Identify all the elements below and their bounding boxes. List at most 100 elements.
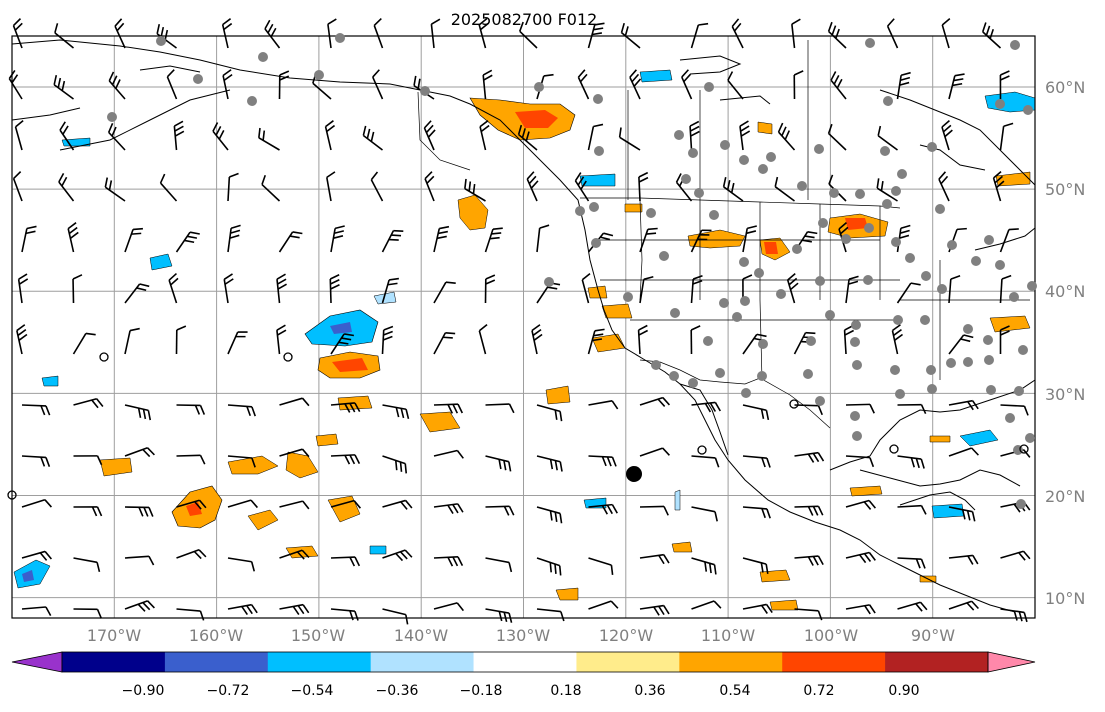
lon-label-150w: 150°W — [290, 626, 346, 645]
wind-barb — [588, 503, 618, 515]
colorbar-tick-label: −0.72 — [206, 683, 250, 699]
station-dot — [688, 148, 698, 158]
station-dot — [806, 336, 816, 346]
wind-barb — [536, 455, 563, 472]
wind-barb — [21, 498, 53, 508]
colorbar-segment — [62, 652, 166, 672]
wind-barb — [485, 557, 513, 573]
wind-barb — [72, 274, 83, 304]
wind-barb — [876, 178, 898, 202]
station-dot — [593, 94, 603, 104]
station-dot — [935, 204, 945, 214]
wind-barb — [464, 178, 486, 202]
wind-barb — [14, 119, 24, 151]
wind-barb — [176, 549, 207, 560]
station-dot — [758, 339, 768, 349]
wind-barb — [433, 449, 464, 459]
station-dot — [107, 112, 117, 122]
wind-barb — [588, 600, 619, 610]
wind-barb — [742, 455, 771, 468]
colorbar-tick-label: 0.36 — [634, 683, 666, 699]
station-dots — [107, 33, 1037, 509]
wind-barb — [519, 21, 538, 49]
wind-barb — [59, 121, 75, 151]
wind-barb — [941, 119, 953, 151]
wind-barb — [73, 557, 101, 573]
colorbar-segment — [473, 652, 577, 672]
colorbar-segment — [164, 652, 269, 672]
wind-barb — [588, 455, 617, 467]
station-dot — [891, 237, 901, 247]
station-dot — [704, 82, 714, 92]
wind-barb — [999, 274, 1012, 304]
station-dot — [703, 336, 713, 346]
wind-barb — [574, 172, 590, 202]
wind-barb — [897, 557, 926, 569]
wind-barb — [639, 505, 669, 516]
station-dot — [841, 234, 851, 244]
lat-label-30n: 30°N — [1045, 385, 1086, 404]
station-dot — [963, 324, 973, 334]
wind-barb — [618, 127, 641, 151]
wind-barb — [691, 557, 717, 575]
station-dot — [575, 206, 585, 216]
station-dot — [758, 164, 768, 174]
wind-barb — [330, 402, 361, 413]
wind-barb — [227, 172, 239, 202]
station-dot — [754, 268, 764, 278]
wind-barb — [58, 172, 75, 202]
wind-barb — [517, 124, 538, 151]
station-dot — [720, 140, 730, 150]
wind-barb — [948, 399, 979, 411]
wind-barb — [330, 499, 362, 509]
wind-barb — [381, 229, 404, 253]
wind-barb — [212, 122, 229, 151]
wind-barb — [278, 231, 303, 253]
wind-barb — [845, 275, 859, 304]
colorbar-tick-label: −0.54 — [290, 683, 334, 699]
wind-barb — [21, 455, 51, 467]
station-dot — [715, 368, 725, 378]
wind-barb — [681, 69, 693, 100]
wind-barb — [794, 555, 824, 566]
station-dot — [766, 152, 776, 162]
wind-barb — [173, 120, 185, 151]
wind-barb — [227, 224, 241, 253]
wind-barb — [382, 455, 408, 474]
wind-barb — [329, 274, 340, 304]
colorbar-tick-label: −0.36 — [375, 683, 419, 699]
wind-barb — [484, 227, 503, 253]
wind-barb — [691, 506, 718, 522]
station-dot — [694, 188, 704, 198]
wind-barb — [54, 23, 75, 49]
wind-barb — [938, 171, 950, 202]
wind-barb — [330, 608, 359, 621]
station-dot — [591, 238, 601, 248]
station-dot — [926, 365, 936, 375]
wind-barb — [827, 123, 847, 151]
station-dot — [659, 251, 669, 261]
wind-barb — [124, 447, 155, 458]
lat-label-60n: 60°N — [1045, 78, 1086, 97]
wind-barb — [999, 122, 1014, 151]
wind-barb — [362, 125, 383, 151]
wind-barb — [637, 324, 648, 355]
wind-barb — [896, 71, 911, 100]
station-dot — [986, 385, 996, 395]
coastlines — [11, 39, 1036, 613]
station-dot — [883, 96, 893, 106]
wind-barb — [279, 500, 310, 510]
wind-barb — [176, 404, 206, 415]
wind-barb — [176, 608, 205, 621]
wind-barb — [16, 324, 28, 355]
station-dot — [995, 260, 1005, 270]
wind-barb — [430, 18, 441, 49]
wind-barb — [67, 222, 79, 253]
lon-label-110w: 110°W — [700, 626, 756, 645]
wind-barb — [587, 123, 604, 151]
wind-barb — [897, 403, 927, 414]
station-dot — [1014, 386, 1024, 396]
lon-label-120w: 120°W — [598, 626, 654, 645]
wind-barb — [276, 273, 287, 304]
